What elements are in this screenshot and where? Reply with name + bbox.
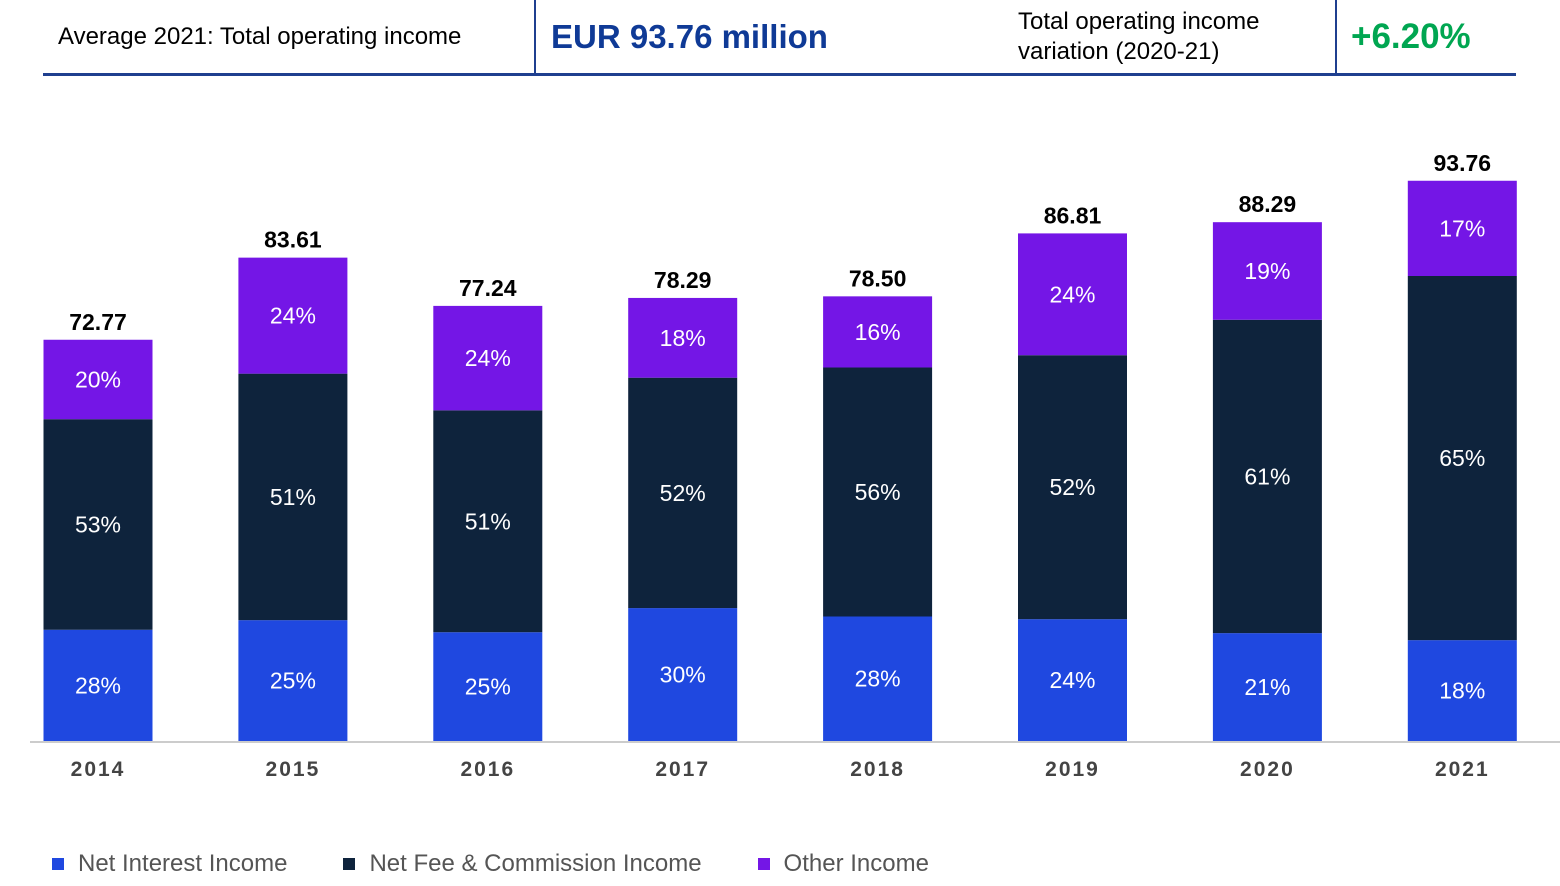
x-tick-label: 2014 — [71, 758, 126, 781]
variation-value: +6.20% — [1351, 17, 1471, 56]
segment-label: 25% — [270, 668, 316, 694]
bar-segment — [43, 339, 153, 420]
divider — [534, 0, 536, 74]
segment-label: 30% — [660, 662, 706, 688]
bar-segment — [823, 616, 933, 741]
total-label: 78.29 — [654, 267, 712, 293]
bar-segment — [43, 419, 153, 630]
bar-segment — [823, 296, 933, 368]
total-label: 72.77 — [69, 309, 127, 335]
legend-label: Other Income — [783, 850, 929, 877]
legend-item: Other Income — [757, 850, 929, 878]
bar-segment — [628, 377, 738, 609]
segment-label: 52% — [660, 480, 706, 506]
avg-label: Average 2021: Total operating income — [58, 23, 462, 50]
bar-segment — [1407, 180, 1517, 276]
x-tick-label: 2016 — [460, 758, 515, 781]
total-label: 88.29 — [1239, 191, 1297, 217]
legend-label: Net Interest Income — [78, 850, 288, 877]
x-tick-label: 2018 — [850, 758, 905, 781]
legend-item: Net Fee & Commission Income — [343, 850, 702, 878]
bar-segment — [628, 608, 738, 741]
bar-segment — [1018, 233, 1127, 356]
bar-segment — [1212, 319, 1322, 634]
segment-label: 51% — [465, 508, 511, 534]
segment-label: 18% — [660, 325, 706, 351]
x-tick-label: 2020 — [1240, 758, 1295, 781]
bar-segment — [433, 632, 543, 741]
bar-segment — [628, 297, 738, 378]
segment-label: 19% — [1244, 258, 1290, 284]
segment-label: 16% — [855, 319, 901, 345]
segment-label: 65% — [1439, 445, 1485, 471]
legend: Net Interest Income Net Fee & Commission… — [52, 850, 985, 878]
bar-segment — [43, 629, 153, 741]
bar-segment — [238, 620, 348, 741]
segment-label: 24% — [270, 303, 316, 329]
total-label: 93.76 — [1434, 150, 1492, 176]
bar-segment — [1212, 222, 1322, 320]
segment-label: 51% — [270, 484, 316, 510]
legend-swatch — [52, 858, 64, 870]
bar-segment — [1407, 640, 1517, 741]
legend-label: Net Fee & Commission Income — [369, 850, 702, 877]
x-tick-label: 2017 — [655, 758, 710, 781]
segment-label: 28% — [855, 666, 901, 692]
segment-label: 17% — [1439, 215, 1485, 241]
bar-segment — [1212, 633, 1322, 741]
bar-segment — [238, 257, 348, 374]
segment-label: 56% — [855, 479, 901, 505]
bar-segment — [1018, 619, 1127, 741]
bar-segment — [1018, 355, 1127, 620]
x-tick-label: 2021 — [1435, 758, 1490, 781]
header-rule — [43, 73, 1516, 76]
legend-swatch — [757, 858, 770, 870]
bar-segment — [238, 373, 348, 621]
segment-label: 24% — [465, 345, 511, 371]
x-tick-label: 2015 — [266, 758, 321, 781]
divider — [1335, 0, 1337, 74]
variation-label: Total operating income variation (2020-2… — [1018, 8, 1260, 65]
total-label: 83.61 — [264, 227, 322, 253]
segment-label: 25% — [465, 674, 511, 700]
segment-label: 52% — [1049, 474, 1095, 500]
bar-segment — [823, 367, 933, 617]
bar-segment — [1407, 275, 1517, 641]
segment-label: 28% — [75, 672, 121, 698]
bar-segment — [433, 305, 543, 411]
total-label: 77.24 — [459, 275, 517, 301]
avg-value: EUR 93.76 million — [551, 18, 828, 55]
segment-label: 21% — [1244, 674, 1290, 700]
legend-item: Net Interest Income — [52, 850, 287, 878]
segment-label: 24% — [1049, 667, 1095, 693]
segment-label: 61% — [1244, 463, 1290, 489]
x-tick-label: 2019 — [1045, 758, 1100, 781]
segment-label: 18% — [1439, 678, 1485, 704]
legend-swatch — [343, 858, 356, 870]
segment-label: 20% — [75, 366, 121, 392]
total-label: 86.81 — [1044, 202, 1102, 228]
bar-segment — [433, 410, 543, 633]
segment-label: 24% — [1049, 281, 1095, 307]
total-label: 78.50 — [849, 265, 907, 291]
segment-label: 53% — [75, 511, 121, 537]
